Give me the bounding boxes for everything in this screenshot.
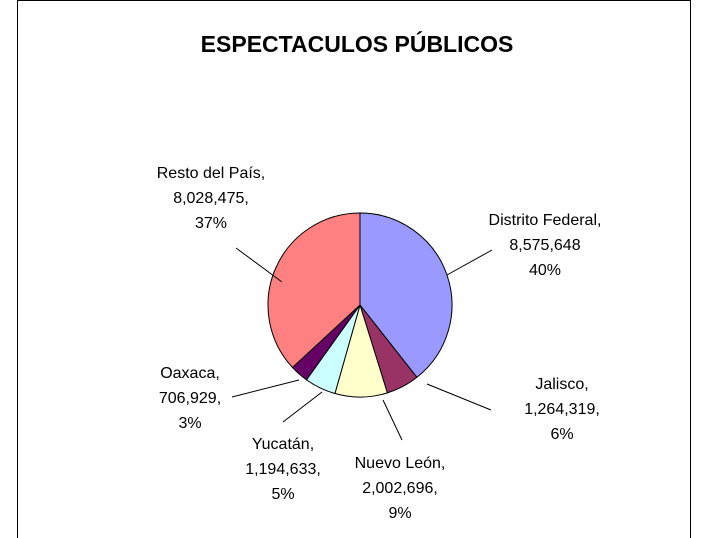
slice-label: Nuevo León, 2,002,696, 9% [355,455,446,522]
slice-labels: Distrito Federal, 8,575,648 40% Jalisco, 1,2… [157,165,602,522]
leader-line [446,249,493,276]
pie-slices [267,212,453,398]
chart-title: ESPECTACULOS PÚBLICOS [201,30,514,57]
slice-label: Jalisco, 1,264,319, 6% [524,376,600,443]
leader-line [282,391,323,423]
leader-line [235,247,283,283]
slice-label: Resto del País, 8,028,475, 37% [157,165,266,232]
leader-line [231,379,300,398]
slice-label: Yucatán, 1,194,633, 5% [245,436,321,503]
slice-label: Oaxaca, 706,929, 3% [159,365,221,432]
leader-lines [231,247,493,441]
leader-line [382,399,403,441]
leader-line [426,383,492,411]
slice-label: Distrito Federal, 8,575,648 40% [489,212,602,279]
pie-slice-distrito-federal [359,212,453,378]
pie-slice-resto-del-pa-s [267,212,361,369]
